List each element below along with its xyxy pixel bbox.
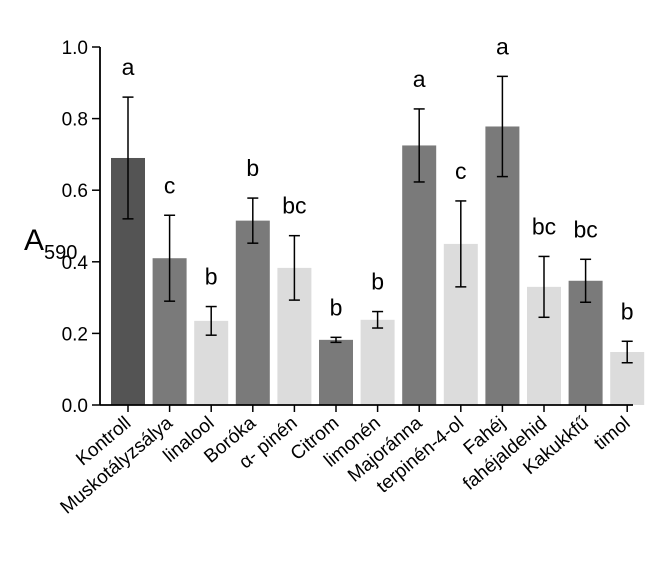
axes-layer xyxy=(92,46,633,412)
bar xyxy=(360,319,395,405)
bar xyxy=(235,220,270,405)
significance-label: a xyxy=(122,54,135,80)
y-tick-labels-layer: 0.0 0.2 0.4 0.6 0.8 1.0 xyxy=(62,38,89,417)
significance-label: b xyxy=(621,298,634,324)
significance-label: bc xyxy=(532,213,556,239)
y-axis-label: A 590 xyxy=(24,224,77,264)
bar xyxy=(402,145,437,405)
y-tick-label: 0.0 xyxy=(62,396,88,417)
significance-label: c xyxy=(164,172,176,198)
significance-label: a xyxy=(413,66,426,92)
bar xyxy=(319,339,353,405)
bars-layer xyxy=(111,126,645,405)
x-tick-label: timol xyxy=(590,413,634,455)
y-tick-label: 0.4 xyxy=(62,253,89,274)
significance-label: b xyxy=(330,294,343,320)
significance-label: c xyxy=(455,158,467,184)
significance-label: b xyxy=(205,264,218,290)
y-axis-label-subscript: 590 xyxy=(44,242,77,264)
significance-label: b xyxy=(246,155,259,181)
error-bars-layer xyxy=(122,75,633,364)
significance-label: b xyxy=(371,269,384,295)
significance-label: bc xyxy=(282,193,306,219)
significance-label: bc xyxy=(573,216,597,242)
y-tick-label: 0.6 xyxy=(62,181,88,202)
significance-label: a xyxy=(496,33,509,59)
y-tick-label: 0.8 xyxy=(62,110,88,131)
y-axis-label-main: A xyxy=(24,224,44,257)
x-tick-labels-layer: KontrollMuskotályzsályalinaloolBorókaα- … xyxy=(57,412,635,518)
y-tick-label: 1.0 xyxy=(62,38,88,59)
y-tick-label: 0.2 xyxy=(62,324,88,345)
